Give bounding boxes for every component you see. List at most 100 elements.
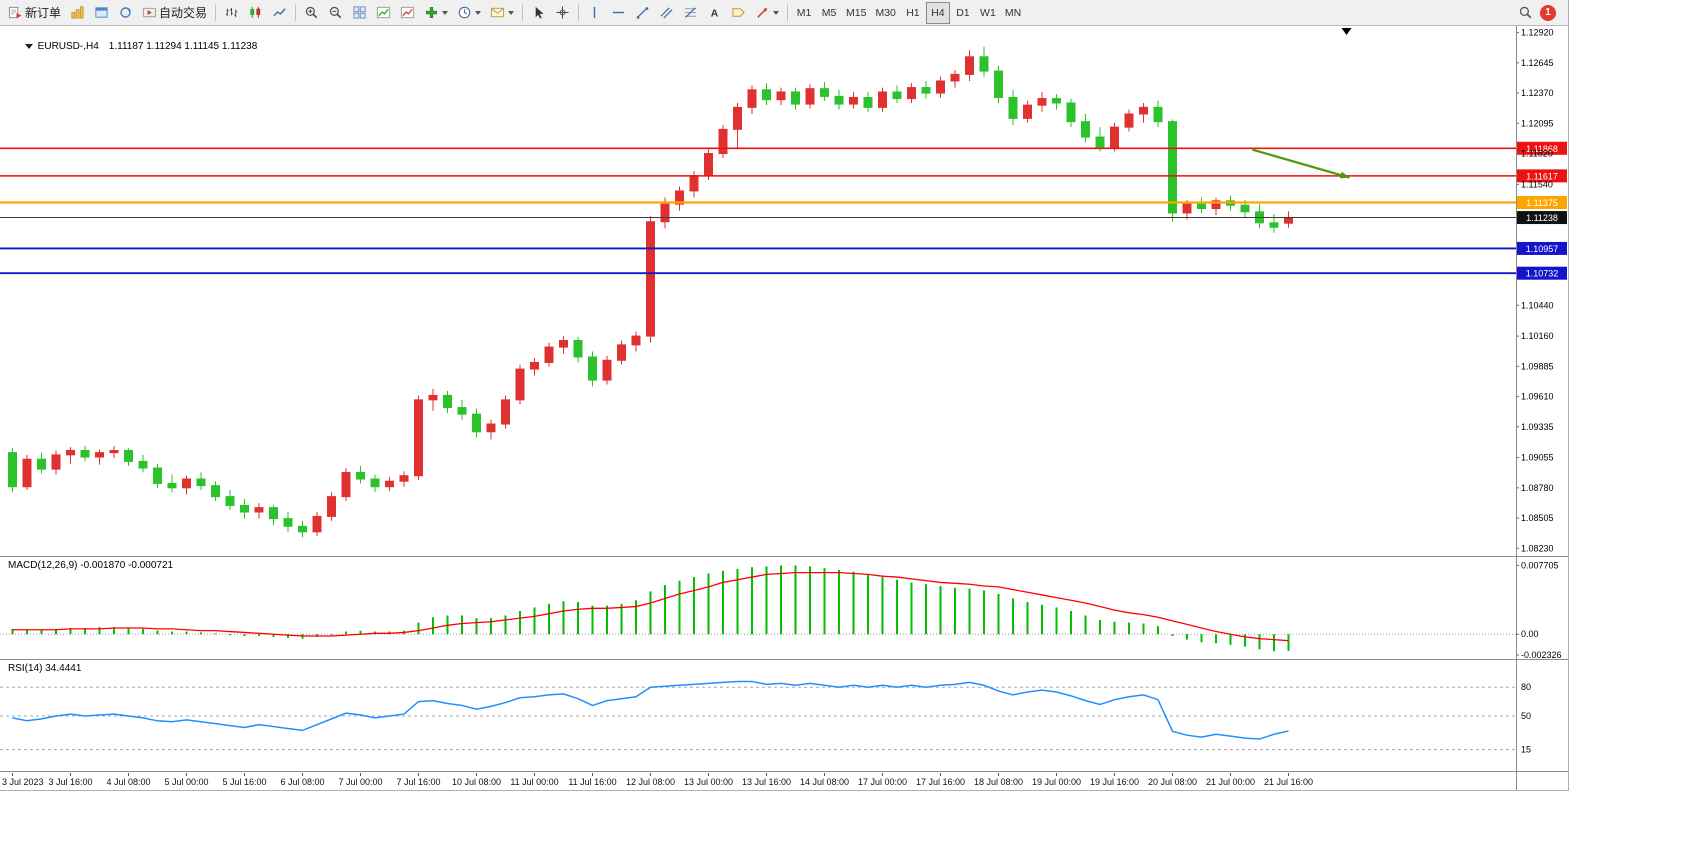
chart-window[interactable]: 1.11868 1.11617 1.11375 1.11238 1.10957 1.107… <box>0 26 1568 790</box>
indicator-window-button[interactable] <box>372 2 395 24</box>
time-tick-label: 11 Jul 16:00 <box>568 777 616 787</box>
rsi-tick-label: 80 <box>1521 682 1531 692</box>
rsi-line <box>12 680 1289 740</box>
cursor-button[interactable] <box>527 2 550 24</box>
periods-button[interactable] <box>453 2 485 24</box>
new-order-icon <box>8 5 23 20</box>
candlestick-chart-button[interactable] <box>244 2 267 24</box>
alerts-button[interactable] <box>486 2 518 24</box>
scroll-end-marker-icon[interactable] <box>1341 28 1352 35</box>
bar-chart-button[interactable] <box>220 2 243 24</box>
price-badge-text: 1.11868 <box>1526 144 1558 154</box>
price-tick-label: 1.10160 <box>1521 331 1554 341</box>
toolbar-separator <box>787 4 789 21</box>
svg-text:A: A <box>711 8 719 19</box>
price-badge-1.10732 <box>1517 266 1567 280</box>
open-chart-button[interactable] <box>66 2 89 24</box>
time-tick-label: 5 Jul 16:00 <box>222 777 266 787</box>
template-button[interactable] <box>396 2 419 24</box>
timeframe-m30-button[interactable]: M30 <box>871 2 899 24</box>
time-tick-label: 3 Jul 16:00 <box>48 777 92 787</box>
price-tick-label: 1.08230 <box>1521 543 1554 553</box>
horizontal-line-button[interactable] <box>607 2 630 24</box>
time-tick-label: 17 Jul 16:00 <box>916 777 965 787</box>
bars-icon <box>224 5 239 20</box>
price-tick-label: 1.09335 <box>1521 422 1554 432</box>
trend-arrow[interactable] <box>1251 148 1350 179</box>
price-tick-label: 1.11540 <box>1521 179 1553 189</box>
tile-windows-button[interactable] <box>348 2 371 24</box>
time-tick-label: 14 Jul 08:00 <box>800 777 849 787</box>
price-chart[interactable]: 1.11868 1.11617 1.11375 1.11238 1.10957 1.107… <box>0 26 1568 790</box>
arrows-button[interactable] <box>751 2 783 24</box>
hline-icon <box>611 5 626 20</box>
chart-yellow-icon <box>70 5 85 20</box>
toolbar: 新订单 自动交易 A M1 M5 M15 M30 H1 H4 D1 W1 MN 1 <box>0 0 1568 26</box>
macd-signal-line <box>12 571 1289 642</box>
price-badge-text: 1.11617 <box>1526 171 1558 181</box>
dropdown-caret-icon <box>442 10 449 15</box>
time-tick-label: 5 Jul 00:00 <box>164 777 208 787</box>
price-badge-1.11868 <box>1517 141 1567 155</box>
time-tick-label: 20 Jul 08:00 <box>1148 777 1197 787</box>
textA-icon: A <box>707 5 722 20</box>
rsi-label: RSI(14) 34.4441 <box>8 663 82 674</box>
timeframe-m1-button[interactable]: M1 <box>792 2 816 24</box>
rsi-tick-label: 50 <box>1521 711 1531 721</box>
autotrading-label: 自动交易 <box>159 6 208 20</box>
timeframe-h1-button[interactable]: H1 <box>901 2 925 24</box>
price-tick-label: 1.09885 <box>1521 361 1554 371</box>
price-tick-label: 1.12370 <box>1521 88 1554 98</box>
zoom-out-icon <box>328 5 343 20</box>
trendline-icon <box>635 5 650 20</box>
zoom-in-icon <box>304 5 319 20</box>
price-axis[interactable]: 1.12920 1.12645 1.12370 1.12095 1.11820 1.115… <box>1516 28 1554 554</box>
fibonacci-button[interactable] <box>679 2 702 24</box>
cursor-icon <box>531 5 546 20</box>
profiles-button[interactable] <box>90 2 113 24</box>
refresh-button[interactable] <box>114 2 137 24</box>
vertical-line-button[interactable] <box>583 2 606 24</box>
toolbar-separator <box>215 4 217 21</box>
text-button[interactable]: A <box>703 2 726 24</box>
timeframe-d1-button[interactable]: D1 <box>951 2 975 24</box>
search-button[interactable] <box>1514 2 1537 24</box>
line-chart-button[interactable] <box>268 2 291 24</box>
new-order-button[interactable]: 新订单 <box>4 2 65 24</box>
line-icon <box>272 5 287 20</box>
price-tick-label: 1.12095 <box>1521 118 1554 128</box>
horizontal-levels[interactable]: 1.11868 1.11617 1.11375 1.11238 1.10957 1.107… <box>0 141 1567 280</box>
channel-icon <box>659 5 674 20</box>
zoom-in-button[interactable] <box>300 2 323 24</box>
zoom-out-button[interactable] <box>324 2 347 24</box>
time-tick-label: 11 Jul 00:00 <box>510 777 558 787</box>
price-tick-label: 1.10440 <box>1521 300 1554 310</box>
time-tick-label: 3 Jul 2023 <box>2 777 44 787</box>
collapse-triangle-icon[interactable] <box>24 44 33 49</box>
timeframe-h4-button[interactable]: H4 <box>925 1 950 24</box>
time-tick-label: 19 Jul 16:00 <box>1090 777 1139 787</box>
price-badge-1.10957 <box>1517 241 1567 255</box>
timeframe-w1-button[interactable]: W1 <box>976 2 1000 24</box>
timeframe-m5-button[interactable]: M5 <box>817 2 841 24</box>
trendline-button[interactable] <box>631 2 654 24</box>
equidistant-channel-button[interactable] <box>655 2 678 24</box>
notification-badge[interactable]: 1 <box>1540 4 1556 21</box>
time-tick-label: 13 Jul 00:00 <box>684 777 733 787</box>
add-indicator-button[interactable] <box>420 2 452 24</box>
time-tick-label: 13 Jul 16:00 <box>742 777 791 787</box>
crosshair-button[interactable] <box>551 2 574 24</box>
time-axis[interactable]: 3 Jul 2023 3 Jul 16:00 4 Jul 08:00 5 Jul 00… <box>2 773 1313 787</box>
timeframe-m15-button[interactable]: M15 <box>842 2 870 24</box>
price-badge-1.11617 <box>1517 169 1567 183</box>
price-tick-label: 1.08780 <box>1521 483 1554 493</box>
price-badge-text: 1.11238 <box>1526 213 1558 223</box>
rsi-tick-label: 15 <box>1521 745 1531 755</box>
timeframe-mn-button[interactable]: MN <box>1001 2 1025 24</box>
text-label-button[interactable] <box>727 2 750 24</box>
time-tick-label: 19 Jul 00:00 <box>1032 777 1081 787</box>
vline-icon <box>587 5 602 20</box>
refresh-icon <box>118 5 133 20</box>
autotrading-button[interactable]: 自动交易 <box>138 2 211 24</box>
toolbar-separator <box>522 4 524 21</box>
